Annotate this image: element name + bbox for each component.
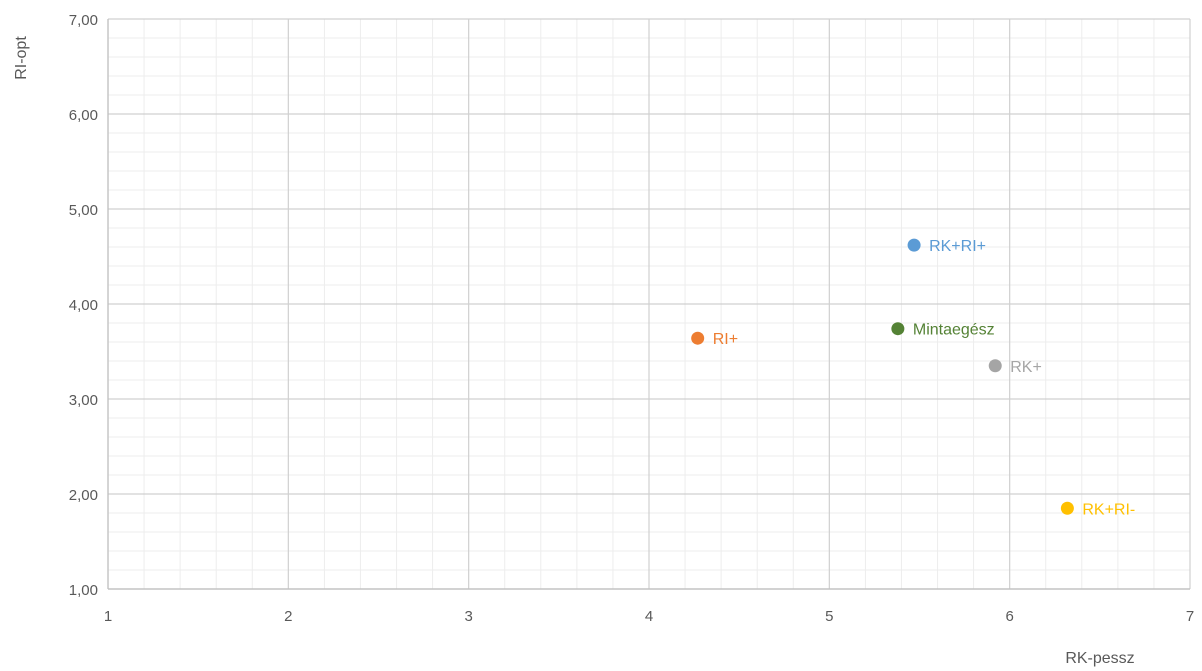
x-tick-label: 4	[645, 608, 653, 625]
grid	[107, 18, 1191, 590]
data-point	[891, 322, 905, 336]
x-tick-label: 6	[1005, 608, 1013, 625]
x-axis-title: RK-pessz	[1065, 650, 1134, 667]
data-label: RI+	[713, 331, 738, 348]
tick-labels: 1 2 3 4 5 6 7 1,00 2,00 3,00 4,00 5,00 6,00 7,00	[69, 12, 1194, 625]
data-label: Mintaegész	[913, 322, 995, 339]
data-points: RK+RI+ Mintaegész RI+ RK+ RK+RI-	[691, 238, 1135, 518]
data-point	[1060, 501, 1074, 515]
data-label: RK+RI+	[929, 238, 986, 255]
data-label: RK+	[1010, 359, 1042, 376]
data-point	[691, 331, 705, 345]
y-tick-label: 5,00	[69, 202, 98, 219]
y-tick-label: 1,00	[69, 582, 98, 599]
x-tick-label: 1	[104, 608, 112, 625]
y-tick-label: 4,00	[69, 297, 98, 314]
data-point	[988, 359, 1002, 373]
y-tick-label: 2,00	[69, 487, 98, 504]
data-label: RK+RI-	[1082, 501, 1135, 518]
y-axis-title: RI-opt	[13, 36, 30, 80]
axes	[107, 19, 1190, 590]
x-tick-label: 2	[284, 608, 292, 625]
data-point	[907, 238, 921, 252]
x-tick-label: 5	[825, 608, 833, 625]
y-tick-label: 7,00	[69, 12, 98, 29]
y-tick-label: 6,00	[69, 107, 98, 124]
x-tick-label: 7	[1186, 608, 1194, 625]
x-tick-label: 3	[464, 608, 472, 625]
y-tick-label: 3,00	[69, 392, 98, 409]
